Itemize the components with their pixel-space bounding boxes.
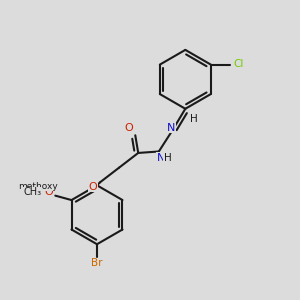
Text: N: N bbox=[157, 153, 165, 163]
Text: O: O bbox=[124, 123, 133, 133]
Text: CH₃: CH₃ bbox=[23, 187, 41, 197]
Text: N: N bbox=[167, 123, 176, 133]
Text: O: O bbox=[88, 182, 97, 192]
Text: O: O bbox=[44, 187, 53, 197]
Text: H: H bbox=[190, 114, 198, 124]
Text: methoxy: methoxy bbox=[18, 182, 58, 191]
Text: Cl: Cl bbox=[233, 59, 243, 69]
Text: Br: Br bbox=[91, 258, 103, 268]
Text: H: H bbox=[164, 153, 172, 163]
